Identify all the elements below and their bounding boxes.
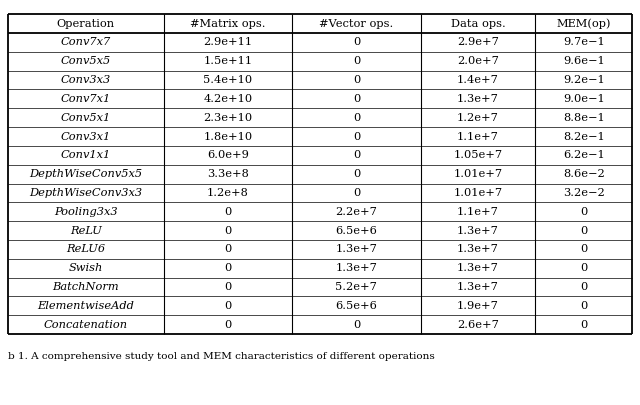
Text: 2.9e+7: 2.9e+7 xyxy=(457,37,499,47)
Text: 1.3e+7: 1.3e+7 xyxy=(457,263,499,273)
Text: 0: 0 xyxy=(353,169,360,179)
Text: 1.3e+7: 1.3e+7 xyxy=(457,282,499,292)
Text: 0: 0 xyxy=(353,75,360,85)
Text: 4.2e+10: 4.2e+10 xyxy=(204,94,253,104)
Text: ReLU: ReLU xyxy=(70,226,102,236)
Text: 0: 0 xyxy=(225,301,232,311)
Text: 9.0e−1: 9.0e−1 xyxy=(563,94,605,104)
Text: b 1. A comprehensive study tool and MEM characteristics of different operations: b 1. A comprehensive study tool and MEM … xyxy=(8,352,435,361)
Text: 1.2e+8: 1.2e+8 xyxy=(207,188,249,198)
Text: 1.3e+7: 1.3e+7 xyxy=(457,226,499,236)
Text: 0: 0 xyxy=(580,320,588,330)
Text: 8.6e−2: 8.6e−2 xyxy=(563,169,605,179)
Text: Swish: Swish xyxy=(68,263,103,273)
Text: 9.2e−1: 9.2e−1 xyxy=(563,75,605,85)
Text: 1.3e+7: 1.3e+7 xyxy=(335,245,378,254)
Text: 1.01e+7: 1.01e+7 xyxy=(453,169,502,179)
Text: 0: 0 xyxy=(580,301,588,311)
Text: 0: 0 xyxy=(580,207,588,217)
Text: 5.4e+10: 5.4e+10 xyxy=(204,75,253,85)
Text: 0: 0 xyxy=(353,320,360,330)
Text: 1.1e+7: 1.1e+7 xyxy=(457,132,499,141)
Text: 0: 0 xyxy=(353,37,360,47)
Text: MEM(op): MEM(op) xyxy=(557,18,611,29)
Text: 2.6e+7: 2.6e+7 xyxy=(457,320,499,330)
Text: 2.0e+7: 2.0e+7 xyxy=(457,56,499,66)
Text: ReLU6: ReLU6 xyxy=(66,245,106,254)
Text: Concatenation: Concatenation xyxy=(44,320,128,330)
Text: 0: 0 xyxy=(580,245,588,254)
Text: Conv3x1: Conv3x1 xyxy=(61,132,111,141)
Text: 1.8e+10: 1.8e+10 xyxy=(204,132,253,141)
Text: Operation: Operation xyxy=(57,19,115,29)
Text: 0: 0 xyxy=(225,207,232,217)
Text: 6.5e+6: 6.5e+6 xyxy=(335,226,378,236)
Text: ElementwiseAdd: ElementwiseAdd xyxy=(37,301,134,311)
Text: Conv7x1: Conv7x1 xyxy=(61,94,111,104)
Text: Conv7x7: Conv7x7 xyxy=(61,37,111,47)
Text: 0: 0 xyxy=(353,94,360,104)
Text: 0: 0 xyxy=(225,282,232,292)
Text: 1.5e+11: 1.5e+11 xyxy=(204,56,253,66)
Text: 6.5e+6: 6.5e+6 xyxy=(335,301,378,311)
Text: Conv5x5: Conv5x5 xyxy=(61,56,111,66)
Text: 1.3e+7: 1.3e+7 xyxy=(457,245,499,254)
Text: 2.9e+11: 2.9e+11 xyxy=(204,37,253,47)
Text: 1.4e+7: 1.4e+7 xyxy=(457,75,499,85)
Text: 8.2e−1: 8.2e−1 xyxy=(563,132,605,141)
Text: 0: 0 xyxy=(225,263,232,273)
Text: 0: 0 xyxy=(225,245,232,254)
Text: BatchNorm: BatchNorm xyxy=(52,282,119,292)
Text: 0: 0 xyxy=(353,150,360,160)
Text: 2.2e+7: 2.2e+7 xyxy=(335,207,378,217)
Text: 0: 0 xyxy=(580,282,588,292)
Text: 1.9e+7: 1.9e+7 xyxy=(457,301,499,311)
Text: 1.3e+7: 1.3e+7 xyxy=(335,263,378,273)
Text: #Matrix ops.: #Matrix ops. xyxy=(190,19,266,29)
Text: 9.6e−1: 9.6e−1 xyxy=(563,56,605,66)
Text: 0: 0 xyxy=(353,132,360,141)
Text: 0: 0 xyxy=(353,188,360,198)
Text: 8.8e−1: 8.8e−1 xyxy=(563,113,605,123)
Text: 0: 0 xyxy=(225,320,232,330)
Text: 1.05e+7: 1.05e+7 xyxy=(453,150,502,160)
Text: Conv3x3: Conv3x3 xyxy=(61,75,111,85)
Text: 6.2e−1: 6.2e−1 xyxy=(563,150,605,160)
Text: Conv1x1: Conv1x1 xyxy=(61,150,111,160)
Text: 1.2e+7: 1.2e+7 xyxy=(457,113,499,123)
Text: DepthWiseConv3x3: DepthWiseConv3x3 xyxy=(29,188,142,198)
Text: 1.1e+7: 1.1e+7 xyxy=(457,207,499,217)
Text: 3.3e+8: 3.3e+8 xyxy=(207,169,249,179)
Text: 0: 0 xyxy=(580,263,588,273)
Text: DepthWiseConv5x5: DepthWiseConv5x5 xyxy=(29,169,142,179)
Text: 3.2e−2: 3.2e−2 xyxy=(563,188,605,198)
Text: 5.2e+7: 5.2e+7 xyxy=(335,282,378,292)
Text: #Vector ops.: #Vector ops. xyxy=(319,19,394,29)
Text: 0: 0 xyxy=(225,226,232,236)
Text: Pooling3x3: Pooling3x3 xyxy=(54,207,118,217)
Text: Conv5x1: Conv5x1 xyxy=(61,113,111,123)
Text: 9.7e−1: 9.7e−1 xyxy=(563,37,605,47)
Text: Data ops.: Data ops. xyxy=(451,19,505,29)
Text: 0: 0 xyxy=(353,56,360,66)
Text: 0: 0 xyxy=(580,226,588,236)
Text: 2.3e+10: 2.3e+10 xyxy=(204,113,253,123)
Text: 1.3e+7: 1.3e+7 xyxy=(457,94,499,104)
Text: 0: 0 xyxy=(353,113,360,123)
Text: 6.0e+9: 6.0e+9 xyxy=(207,150,249,160)
Text: 1.01e+7: 1.01e+7 xyxy=(453,188,502,198)
